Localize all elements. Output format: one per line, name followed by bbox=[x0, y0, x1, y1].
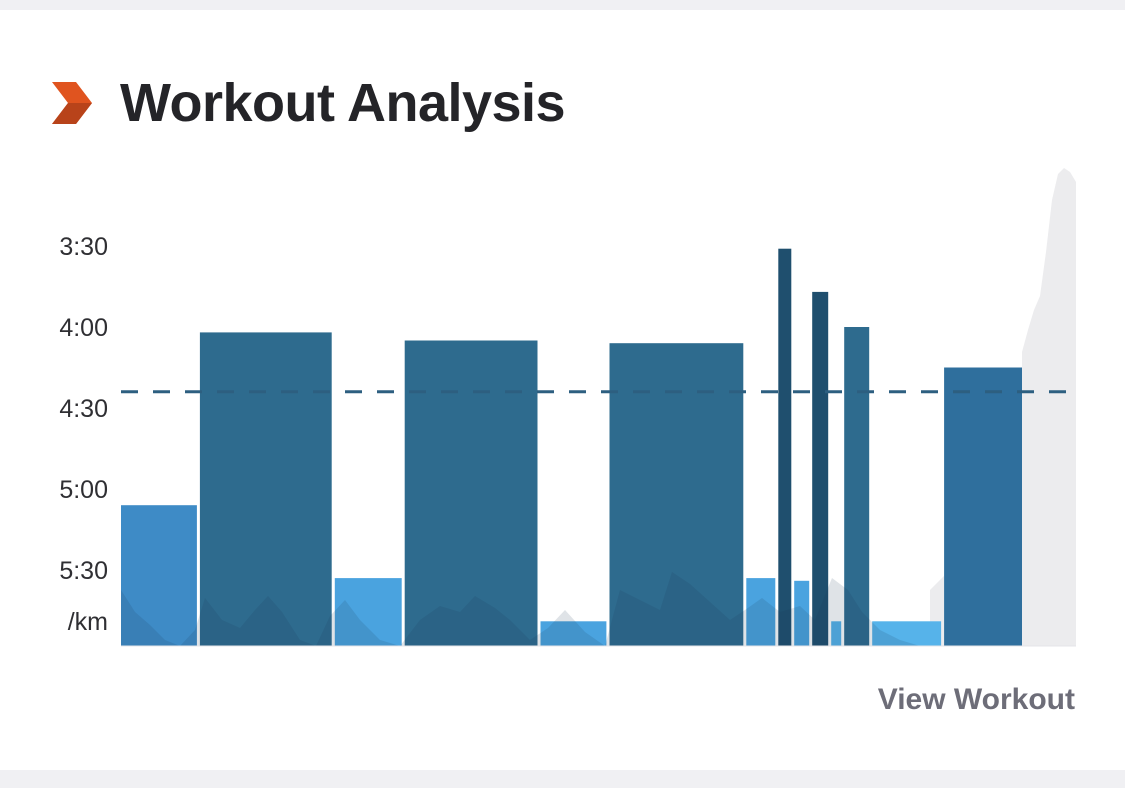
pace-bar bbox=[944, 367, 1022, 646]
terrain-overlay bbox=[121, 572, 920, 646]
chevron-right-icon bbox=[52, 82, 92, 124]
y-tick-label: 3:30 bbox=[59, 233, 108, 261]
pace-bar bbox=[746, 578, 776, 646]
pace-bar bbox=[609, 343, 744, 646]
y-tick-label: 5:30 bbox=[59, 557, 108, 585]
y-axis-unit: /km bbox=[68, 608, 108, 636]
y-tick-label: 4:00 bbox=[59, 314, 108, 342]
pace-bar bbox=[540, 621, 607, 646]
view-workout-link[interactable]: View Workout bbox=[877, 683, 1075, 716]
page-title: Workout Analysis bbox=[120, 73, 566, 133]
y-tick-label: 5:00 bbox=[59, 476, 108, 504]
pace-bar bbox=[831, 621, 842, 646]
pace-bar bbox=[778, 248, 792, 646]
pace-bar bbox=[199, 332, 332, 646]
pace-bar bbox=[872, 621, 942, 646]
pace-bar bbox=[794, 580, 810, 646]
pace-bar bbox=[121, 505, 197, 646]
elevation-profile-end bbox=[1022, 168, 1076, 646]
y-tick-label: 4:30 bbox=[59, 395, 108, 423]
pace-bar bbox=[844, 327, 870, 646]
card-header: Workout Analysis bbox=[52, 72, 566, 134]
pace-bar bbox=[334, 578, 402, 646]
pace-bar bbox=[812, 291, 829, 646]
